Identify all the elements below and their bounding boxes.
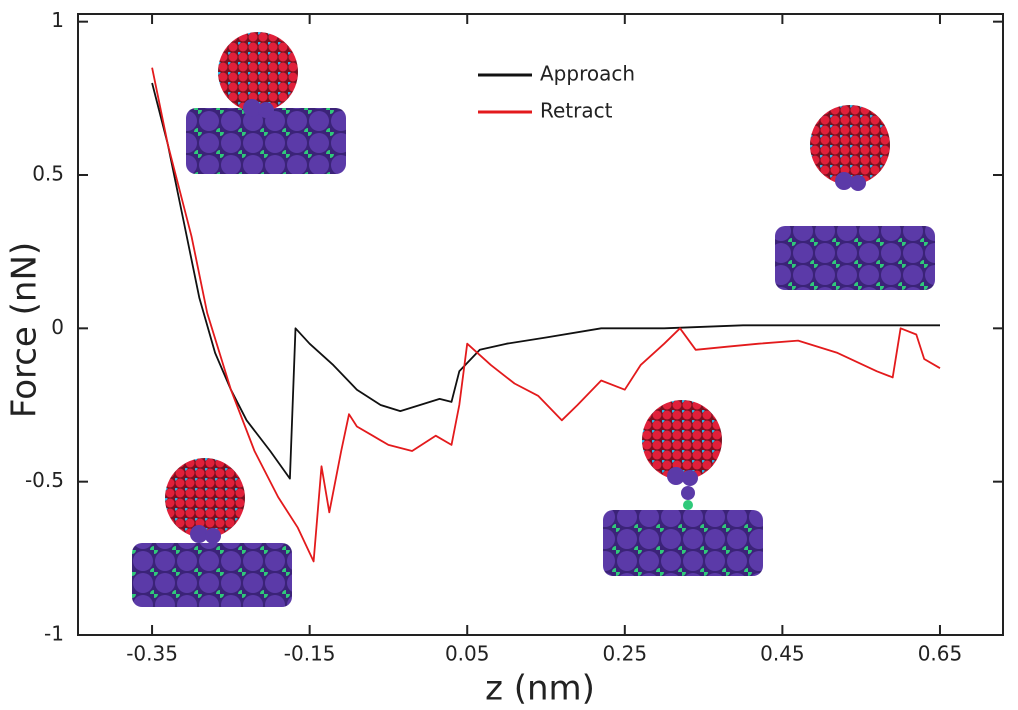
x-tick-label: 0.65 — [918, 642, 963, 666]
atom — [683, 500, 693, 510]
nanoparticle — [810, 105, 890, 191]
x-tick-label: 0.25 — [603, 642, 648, 666]
nanoparticle — [165, 458, 245, 544]
surface-slab — [603, 510, 763, 576]
atom — [681, 486, 695, 500]
x-tick-label: -0.15 — [284, 642, 336, 666]
x-tick-label: 0.05 — [445, 642, 490, 666]
x-tick-label: -0.35 — [126, 642, 178, 666]
plot-frame — [77, 13, 1004, 636]
surface-slab — [132, 543, 292, 607]
x-axis-label: z (nm) — [485, 669, 595, 709]
legend-label: Retract — [540, 99, 613, 123]
series-line — [151, 67, 941, 563]
y-axis-label: Force (nN) — [5, 242, 45, 418]
legend-label: Approach — [540, 62, 635, 86]
surface-slab — [775, 226, 935, 290]
y-tick-label: -0.5 — [25, 468, 64, 492]
series-line — [151, 82, 940, 480]
y-tick-label: 1 — [51, 8, 64, 32]
x-tick-label: 0.45 — [760, 642, 805, 666]
y-tick-label: 0.5 — [32, 162, 64, 186]
insets — [132, 32, 935, 607]
nanoparticle — [218, 32, 298, 118]
y-tick-label: -1 — [44, 622, 64, 646]
nanoparticle — [642, 400, 722, 486]
surface-slab — [186, 108, 346, 174]
y-tick-label: 0 — [51, 315, 64, 339]
